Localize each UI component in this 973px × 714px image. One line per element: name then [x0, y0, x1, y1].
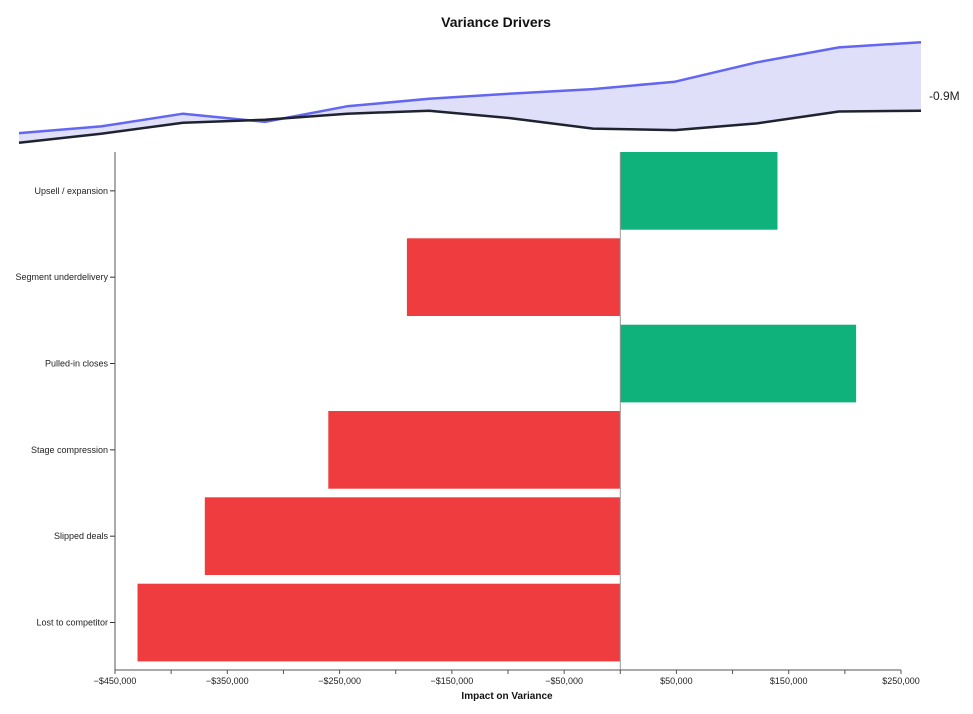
x-axis-title: Impact on Variance [461, 691, 553, 702]
category-label: Segment underdelivery [15, 272, 108, 282]
x-tick-label: $50,000 [660, 676, 693, 686]
bar-stage-compression [328, 411, 621, 489]
category-label: Stage compression [31, 445, 108, 455]
x-tick-label: −$50,000 [545, 676, 583, 686]
category-label: Lost to competitor [36, 618, 108, 628]
chart-title: Variance Drivers [441, 14, 551, 30]
bar-upsell-expansion [620, 152, 778, 230]
x-tick-label: −$250,000 [318, 676, 361, 686]
x-tick-label: $150,000 [770, 676, 808, 686]
x-tick-label: −$350,000 [206, 676, 249, 686]
bar-lost-to-competitor [137, 583, 621, 662]
x-tick-label: $250,000 [882, 676, 920, 686]
x-tick-label: −$150,000 [431, 676, 474, 686]
category-label: Slipped deals [54, 531, 109, 541]
variance-band-area [19, 42, 921, 143]
bar-segment-underdelivery [406, 238, 621, 316]
category-label: Upsell / expansion [34, 186, 108, 196]
forecast-line [18, 40, 922, 135]
x-tick-label: −$450,000 [94, 676, 137, 686]
bar-slipped-deals [204, 497, 621, 575]
bar-panel: Upsell / expansion Segment underdelivery P… [15, 152, 920, 686]
bar-pulled-in-closes [620, 324, 857, 403]
sparkline-panel: -0.9M [18, 40, 960, 145]
sparkline-end-label: -0.9M [929, 89, 960, 103]
category-label: Pulled-in closes [45, 359, 109, 369]
actual-line [18, 109, 922, 145]
